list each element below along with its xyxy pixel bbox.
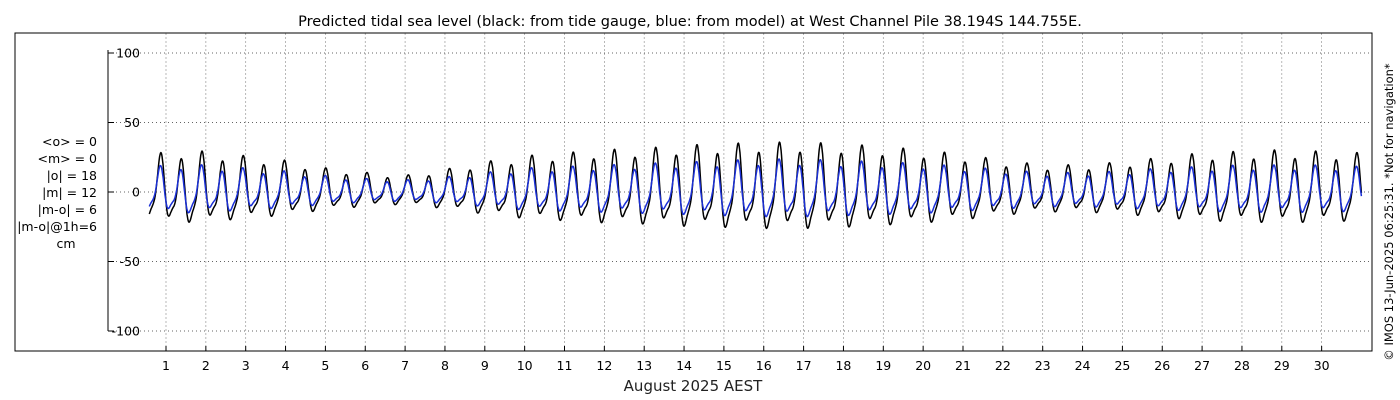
x-tick-label: 8 [441, 358, 449, 373]
y-tick-label: 0 [132, 185, 140, 200]
x-tick-label: 9 [481, 358, 489, 373]
x-tick-label: 18 [835, 358, 851, 373]
stat-line: cm [56, 236, 75, 251]
series-group [148, 141, 1363, 230]
y-tick-label: 50 [124, 115, 140, 130]
y-tick-label: -50 [120, 254, 140, 269]
plot-frame [14, 32, 1373, 352]
x-tick-label: 23 [1035, 358, 1051, 373]
stat-line: <o> = 0 [42, 134, 97, 149]
x-tick-label: 26 [1154, 358, 1170, 373]
x-tick-label: 6 [361, 358, 369, 373]
x-tick-label: 24 [1075, 358, 1091, 373]
x-tick-label: 17 [796, 358, 812, 373]
y-grid [108, 52, 1372, 332]
stat-line: |o| = 18 [47, 168, 97, 183]
x-grid [165, 33, 1323, 351]
x-tick-label: 5 [321, 358, 329, 373]
stat-line: |m| = 12 [42, 185, 97, 200]
x-axis-label: August 2025 AEST [624, 377, 763, 395]
x-tick-label: 13 [636, 358, 652, 373]
series-line-from-model [148, 158, 1363, 218]
statistics-panel: <o> = 0 <m> = 0 |o| = 18 |m| = 12 |m-o| = 6 |… [17, 134, 97, 251]
stat-line: <m> = 0 [38, 151, 98, 166]
x-tick-label: 27 [1194, 358, 1210, 373]
y-axis: 100 50 0 -50 -100 [108, 46, 140, 339]
x-tick-label: 7 [401, 358, 409, 373]
x-tick-label: 11 [557, 358, 573, 373]
x-tick-label: 20 [915, 358, 931, 373]
x-tick-label: 4 [282, 358, 290, 373]
x-tick-label: 21 [955, 358, 971, 373]
stat-line: |m-o| = 6 [38, 202, 97, 217]
x-tick-label: 25 [1114, 358, 1130, 373]
stat-line: |m-o|@1h=6 [17, 219, 97, 234]
x-axis: 1 2 3 4 5 6 7 8 9 10 11 12 13 14 15 16 17 18 19 20 21 22 23 24 2… [162, 346, 1330, 373]
x-tick-label: 28 [1234, 358, 1250, 373]
chart-title: Predicted tidal sea level (black: from t… [298, 14, 1082, 30]
x-tick-label: 19 [875, 358, 891, 373]
x-tick-label: 2 [202, 358, 210, 373]
y-tick-label: 100 [116, 46, 140, 61]
x-tick-label: 16 [756, 358, 772, 373]
x-tick-label: 14 [676, 358, 692, 373]
x-tick-label: 29 [1274, 358, 1290, 373]
x-tick-label: 15 [716, 358, 732, 373]
x-tick-label: 3 [242, 358, 250, 373]
x-tick-label: 10 [517, 358, 533, 373]
x-tick-label: 22 [995, 358, 1011, 373]
y-tick-label: -100 [112, 324, 140, 339]
x-tick-label: 30 [1314, 358, 1330, 373]
x-tick-label: 12 [596, 358, 612, 373]
copyright-note: © IMOS 13-Jun-2025 06:25:31. *Not for na… [1382, 63, 1396, 361]
x-tick-label: 1 [162, 358, 170, 373]
